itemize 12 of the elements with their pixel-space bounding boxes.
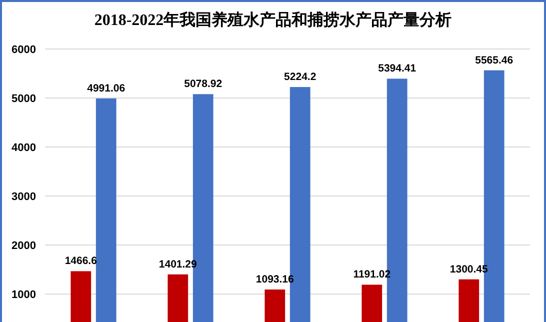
y-tick-label: 5000: [12, 93, 36, 106]
y-tick-label: 6000: [12, 44, 36, 56]
text: 5224.2: [284, 71, 316, 84]
y-tick-label: 4000: [12, 142, 36, 154]
y-tick-label: 3000: [12, 191, 36, 204]
text: 5394.41: [378, 62, 416, 75]
text: 5078.92: [184, 78, 222, 90]
chart-title: 2018-2022年我国养殖水产品和捕捞水产品产量分析: [94, 10, 452, 29]
y-tick-label: 1000: [12, 289, 36, 302]
text: 4991.06: [87, 82, 126, 94]
text: 5565.46: [475, 54, 514, 66]
y-tick-label: 2000: [12, 240, 36, 252]
